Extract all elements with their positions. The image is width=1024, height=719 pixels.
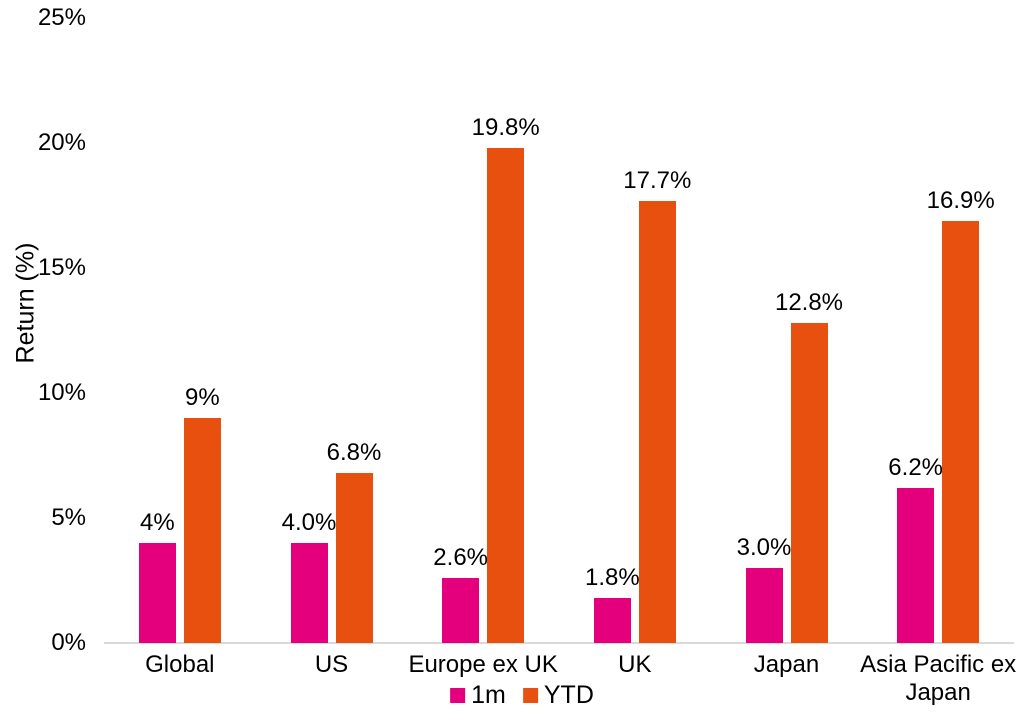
bar-1m-asia-pacific-ex-japan xyxy=(897,488,935,643)
bar-value-label-1m-japan: 3.0% xyxy=(736,534,792,561)
y-tick-15-: 15% xyxy=(37,254,86,281)
bar-value-label-ytd-europe-ex-uk: 19.8% xyxy=(471,114,540,141)
bar-ytd-japan xyxy=(790,323,828,643)
legend-item-1m: 1m xyxy=(450,683,506,708)
bar-1m-uk xyxy=(593,598,631,643)
legend-swatch-1m-icon xyxy=(450,688,466,703)
x-axis-label-europe-ex-uk: Europe ex UK xyxy=(408,651,558,678)
bar-ytd-europe-ex-uk xyxy=(487,148,525,643)
bar-value-label-1m-us: 4.0% xyxy=(281,509,337,536)
x-axis-label-japan: Japan xyxy=(753,651,820,678)
bar-value-label-1m-uk: 1.8% xyxy=(584,564,640,591)
y-tick-0-: 0% xyxy=(51,629,86,656)
bar-value-label-1m-asia-pacific-ex-japan: 6.2% xyxy=(888,454,944,481)
bar-1m-global xyxy=(138,543,176,643)
y-tick-10-: 10% xyxy=(37,379,86,406)
x-axis-label-asia-pacific-ex-japan: Asia Pacific ex Japan xyxy=(860,651,1017,706)
legend-label-1m: 1m xyxy=(471,681,506,709)
bar-value-label-ytd-japan: 12.8% xyxy=(774,289,844,316)
legend-label-ytd: YTD xyxy=(543,681,594,709)
x-axis-label-uk: UK xyxy=(618,651,652,678)
x-axis-label-global: Global xyxy=(145,651,215,678)
legend: 1m YTD xyxy=(450,683,594,708)
bar-value-label-ytd-asia-pacific-ex-japan: 16.9% xyxy=(926,186,995,214)
bar-ytd-uk xyxy=(638,200,676,643)
legend-item-ytd: YTD xyxy=(522,681,594,709)
y-tick-25-: 25% xyxy=(37,4,86,31)
bar-value-label-ytd-global: 9% xyxy=(184,384,220,411)
bar-value-label-ytd-uk: 17.7% xyxy=(623,166,692,194)
x-axis-label-us: US xyxy=(314,651,349,678)
bar-1m-us xyxy=(290,543,328,643)
bar-1m-japan xyxy=(745,568,783,643)
bar-value-label-1m-global: 4% xyxy=(139,509,175,536)
bar-1m-europe-ex-uk xyxy=(442,578,480,643)
y-tick-5-: 5% xyxy=(51,504,86,531)
bar-value-label-1m-europe-ex-uk: 2.6% xyxy=(433,544,489,571)
bar-ytd-asia-pacific-ex-japan xyxy=(942,220,980,643)
bar-value-label-ytd-us: 6.8% xyxy=(326,439,382,466)
legend-swatch-ytd-icon xyxy=(522,688,538,703)
y-tick-20-: 20% xyxy=(37,129,86,156)
x-axis-line xyxy=(104,642,1014,644)
bar-ytd-global xyxy=(183,418,221,643)
bar-ytd-us xyxy=(335,473,373,643)
